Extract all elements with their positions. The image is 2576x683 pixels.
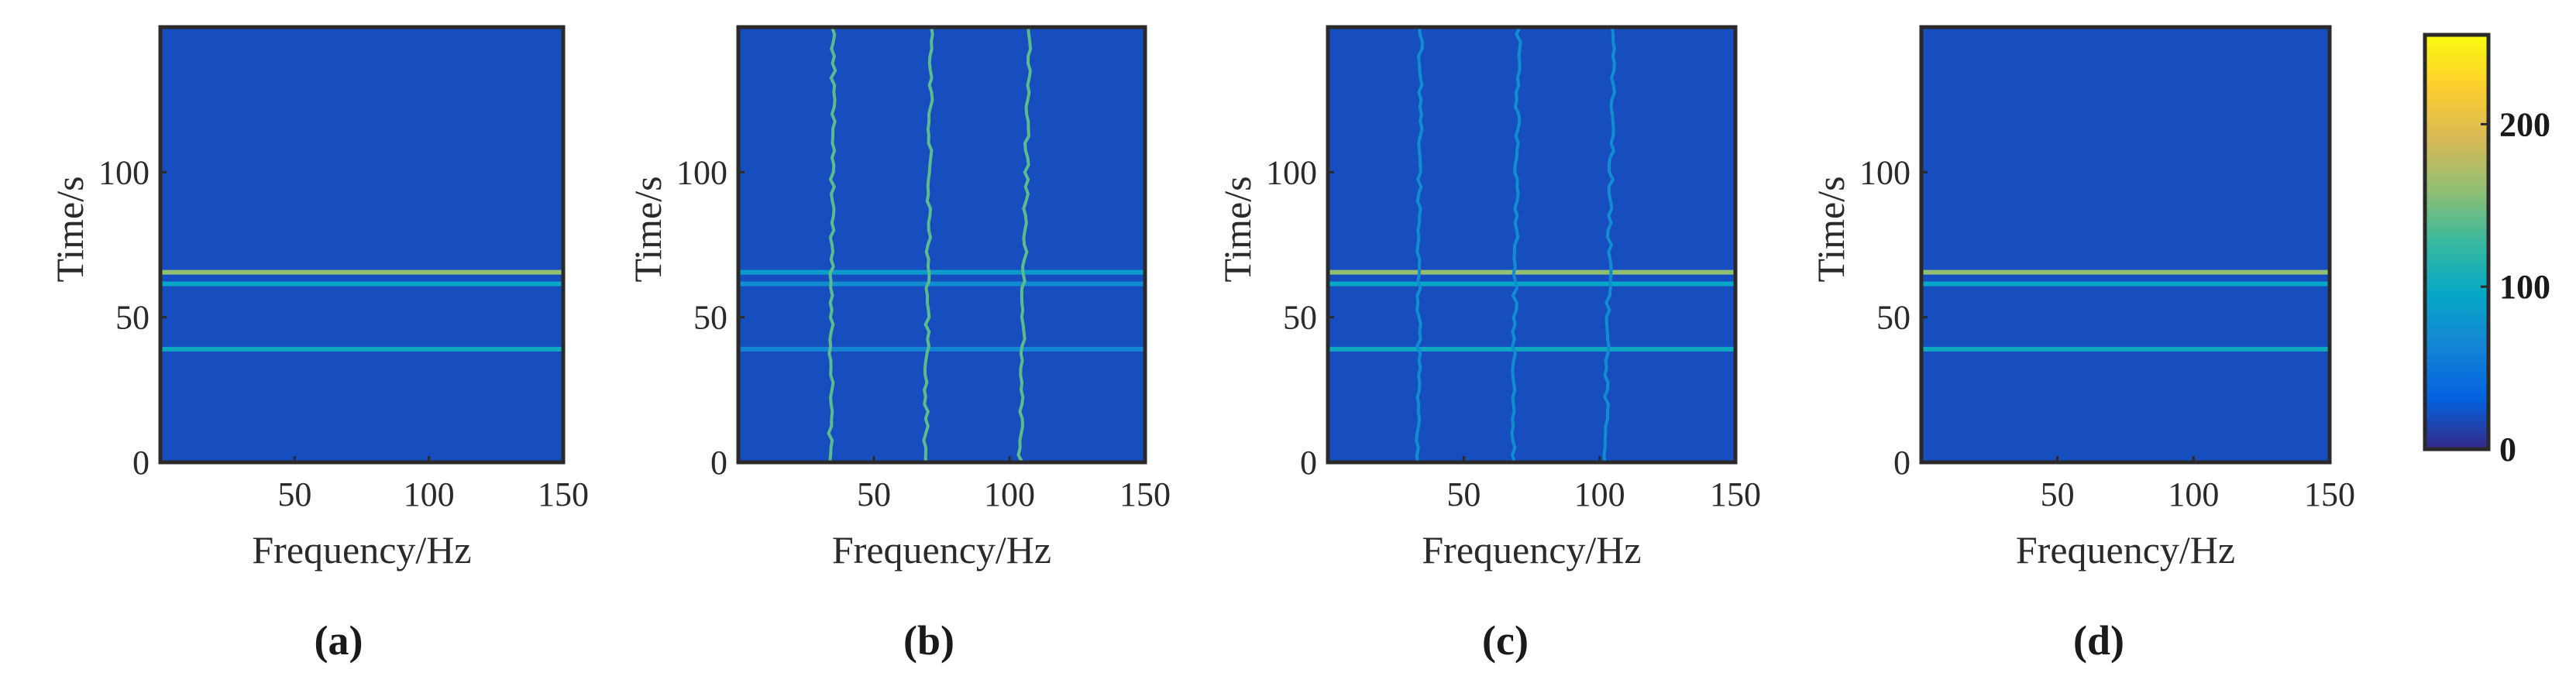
panel-d-xlabel: Frequency/Hz: [2016, 528, 2235, 571]
panel-c-ytick-label: 100: [1266, 153, 1317, 191]
panel-b-xtick-label: 50: [857, 475, 891, 513]
panel-c-axes-frame: [1326, 25, 1738, 465]
panel-b-horizontal-line-2: [738, 281, 1145, 287]
panel-a-heatmap-background: [160, 27, 563, 462]
panel-a-xlabel: Frequency/Hz: [252, 528, 471, 571]
panel-d-horizontal-line-2: [1921, 281, 2330, 287]
colorbar-tick-label: 0: [2499, 431, 2516, 468]
colorbar-tick-label: 200: [2499, 105, 2550, 143]
panel-d: (d) 50 100 150 0 50 100 Frequency/Hz Time/s: [1809, 25, 2355, 664]
panel-b-frequency-track-2: [922, 26, 934, 463]
panel-d-xtick-label: 100: [2168, 475, 2219, 513]
panel-b-ytick-label: 0: [710, 444, 727, 482]
panel-b: (b) 50 100 150 0 50 100 Frequency/Hz Time/s: [626, 25, 1171, 664]
panel-a-ytick-label: 100: [98, 153, 150, 191]
panel-b-xtick-label: 100: [984, 475, 1035, 513]
panel-d-heatmap-background: [1921, 27, 2330, 462]
panel-d-ytick-label: 100: [1859, 153, 1911, 191]
panel-a-horizontal-line-3: [160, 346, 563, 352]
panel-c-horizontal-line-3: [1328, 346, 1735, 352]
panel-a-horizontal-line-2: [160, 281, 563, 287]
panel-c-horizontal-line-1: [1328, 269, 1735, 275]
panel-c-heatmap-background: [1328, 27, 1735, 462]
panel-b-ylabel: Time/s: [626, 176, 669, 282]
panel-b-xlabel: Frequency/Hz: [832, 528, 1051, 571]
panel-d-horizontal-line-3: [1921, 346, 2330, 352]
panel-d-xtick-label: 50: [2041, 475, 2075, 513]
panel-b-horizontal-line-1: [738, 269, 1145, 275]
panel-c-ylabel: Time/s: [1216, 176, 1259, 282]
panel-b-heatmap-background: [738, 27, 1145, 462]
panel-b-axes-frame: [736, 25, 1147, 465]
panel-d-ytick-label: 50: [1876, 299, 1911, 337]
panel-b-frequency-track-3: [1016, 26, 1033, 463]
colorbar-tick-label: 100: [2499, 268, 2550, 306]
panel-a-horizontal-line-1: [160, 269, 563, 275]
colorbar-gradient: [2423, 33, 2491, 451]
panel-c: (c) 50 100 150 0 50 100 Frequency/Hz Time/s: [1216, 25, 1761, 664]
panel-c-frequency-track-2: [1510, 26, 1522, 463]
panel-a-xtick-label: 50: [277, 475, 311, 513]
panel-a-xtick-label: 150: [538, 475, 589, 513]
panel-a-ytick-label: 50: [115, 299, 150, 337]
panel-c-xtick-label: 50: [1446, 475, 1481, 513]
panel-b-horizontal-line-3: [738, 346, 1145, 352]
panel-c-caption: (c): [1482, 617, 1529, 664]
panel-c-xlabel: Frequency/Hz: [1422, 528, 1641, 571]
panel-c-xtick-label: 150: [1710, 475, 1761, 513]
panel-c-xtick-label: 100: [1574, 475, 1625, 513]
panel-a-axes-frame: [158, 25, 566, 465]
panel-a-ylabel: Time/s: [48, 176, 91, 282]
colorbar: 0 100 200: [2423, 33, 2550, 468]
panel-b-ytick-label: 100: [676, 153, 727, 191]
panel-d-xtick-label: 150: [2304, 475, 2355, 513]
panel-d-ylabel: Time/s: [1809, 176, 1852, 282]
panel-a-caption: (a): [315, 617, 363, 664]
panel-a-ytick-label: 0: [132, 444, 150, 482]
panel-c-ytick-label: 50: [1283, 299, 1317, 337]
panel-b-ytick-label: 50: [693, 299, 727, 337]
panel-b-caption: (b): [903, 617, 954, 664]
panel-c-frequency-track-1: [1415, 26, 1424, 463]
panel-d-caption: (d): [2073, 617, 2124, 664]
panel-a: (a) 50 100 150 0 50 100 Frequency/Hz Time/s: [48, 25, 589, 664]
panel-c-horizontal-line-2: [1328, 281, 1735, 287]
panel-b-frequency-track-1: [827, 26, 837, 463]
panel-d-axes-frame: [1919, 25, 2332, 465]
panel-d-ytick-label: 0: [1893, 444, 1911, 482]
panel-a-xtick-label: 100: [404, 475, 455, 513]
panel-b-xtick-label: 150: [1119, 475, 1171, 513]
panel-d-horizontal-line-1: [1921, 269, 2330, 275]
panel-c-ytick-label: 0: [1300, 444, 1317, 482]
panel-c-frequency-track-3: [1602, 26, 1617, 463]
